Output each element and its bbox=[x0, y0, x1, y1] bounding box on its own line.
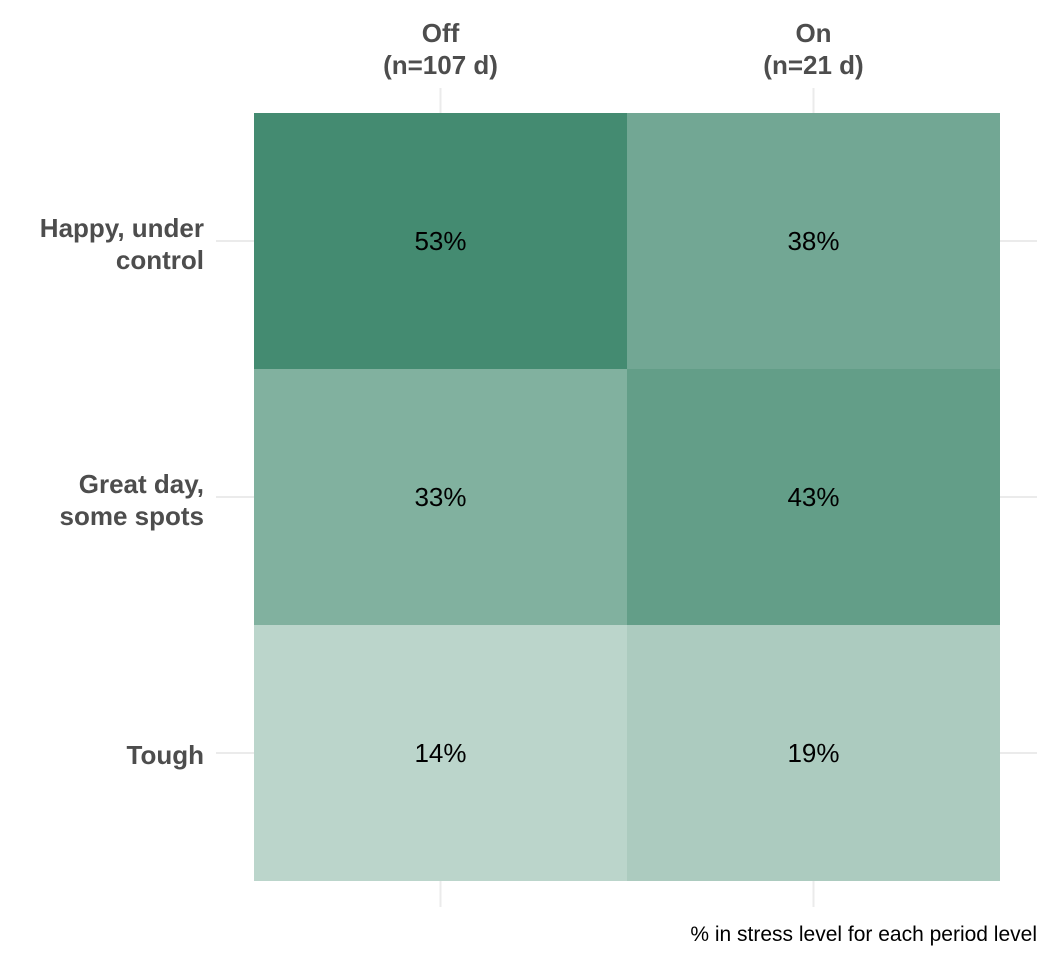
heatmap-cell bbox=[627, 625, 1000, 881]
cell-value-label: 14% bbox=[414, 738, 466, 768]
row-label-line2: control bbox=[116, 245, 204, 275]
column-label-line1: Off bbox=[422, 18, 460, 48]
heatmap-cell bbox=[254, 625, 627, 881]
column-labels: Off(n=107 d) On(n=21 d) bbox=[383, 18, 864, 80]
cell-value-label: 33% bbox=[414, 482, 466, 512]
row-label-line2: some spots bbox=[60, 501, 205, 531]
heatmap-cell bbox=[254, 113, 627, 369]
heatmap-cell bbox=[254, 369, 627, 625]
cell-value-label: 53% bbox=[414, 226, 466, 256]
cell-value-label: 38% bbox=[787, 226, 839, 256]
row-label-line1: Tough bbox=[127, 740, 204, 770]
row-label-line1: Happy, under bbox=[40, 213, 204, 243]
cell-value-label: 19% bbox=[787, 738, 839, 768]
chart-caption: % in stress level for each period level bbox=[690, 923, 1037, 946]
column-label-line1: On bbox=[795, 18, 831, 48]
heatmap-cells bbox=[254, 113, 1000, 881]
row-label-line1: Great day, bbox=[79, 469, 204, 499]
column-label-line2: (n=21 d) bbox=[763, 50, 863, 80]
heatmap-cell bbox=[627, 369, 1000, 625]
cell-value-label: 43% bbox=[787, 482, 839, 512]
column-label-line2: (n=107 d) bbox=[383, 50, 498, 80]
cell-value-labels: 53% 38% 33% 43% 14% 19% bbox=[414, 226, 839, 768]
heatmap-cell bbox=[627, 113, 1000, 369]
